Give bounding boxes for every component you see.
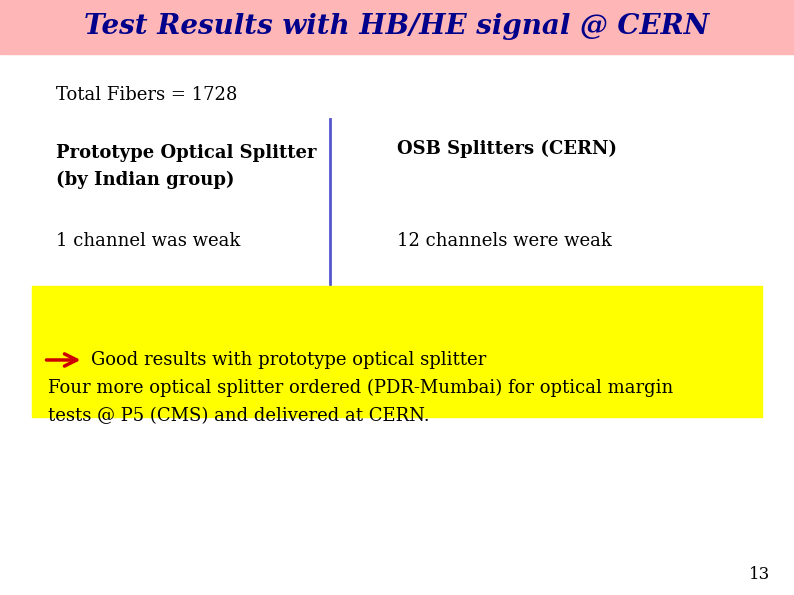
Text: 1 channel was weak: 1 channel was weak xyxy=(56,232,240,250)
Text: OSB Splitters (CERN): OSB Splitters (CERN) xyxy=(397,140,617,158)
FancyBboxPatch shape xyxy=(32,286,762,416)
Text: Good results with prototype optical splitter: Good results with prototype optical spli… xyxy=(91,351,487,369)
Text: Total Fibers = 1728: Total Fibers = 1728 xyxy=(56,86,237,104)
Text: Test Results with HB/HE signal @ CERN: Test Results with HB/HE signal @ CERN xyxy=(84,13,710,40)
Text: 13: 13 xyxy=(749,566,770,583)
Text: Prototype Optical Splitter
(by Indian group): Prototype Optical Splitter (by Indian gr… xyxy=(56,144,316,189)
Text: Four more optical splitter ordered (PDR-Mumbai) for optical margin
tests @ P5 (C: Four more optical splitter ordered (PDR-… xyxy=(48,378,673,425)
Text: 12 channels were weak: 12 channels were weak xyxy=(397,232,612,250)
FancyBboxPatch shape xyxy=(0,0,794,54)
